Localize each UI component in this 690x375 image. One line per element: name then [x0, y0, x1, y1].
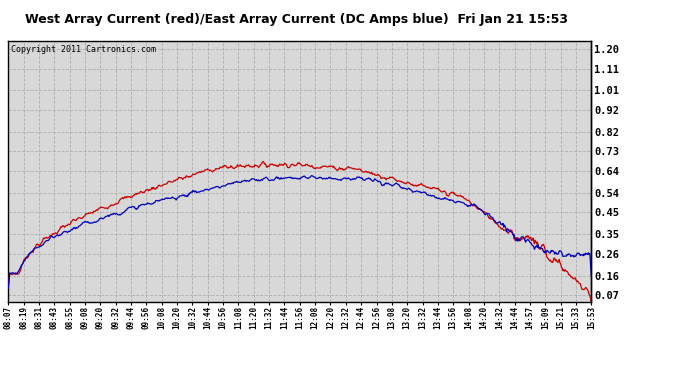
Text: West Array Current (red)/East Array Current (DC Amps blue)  Fri Jan 21 15:53: West Array Current (red)/East Array Curr… — [26, 13, 568, 26]
Text: Copyright 2011 Cartronics.com: Copyright 2011 Cartronics.com — [11, 45, 156, 54]
